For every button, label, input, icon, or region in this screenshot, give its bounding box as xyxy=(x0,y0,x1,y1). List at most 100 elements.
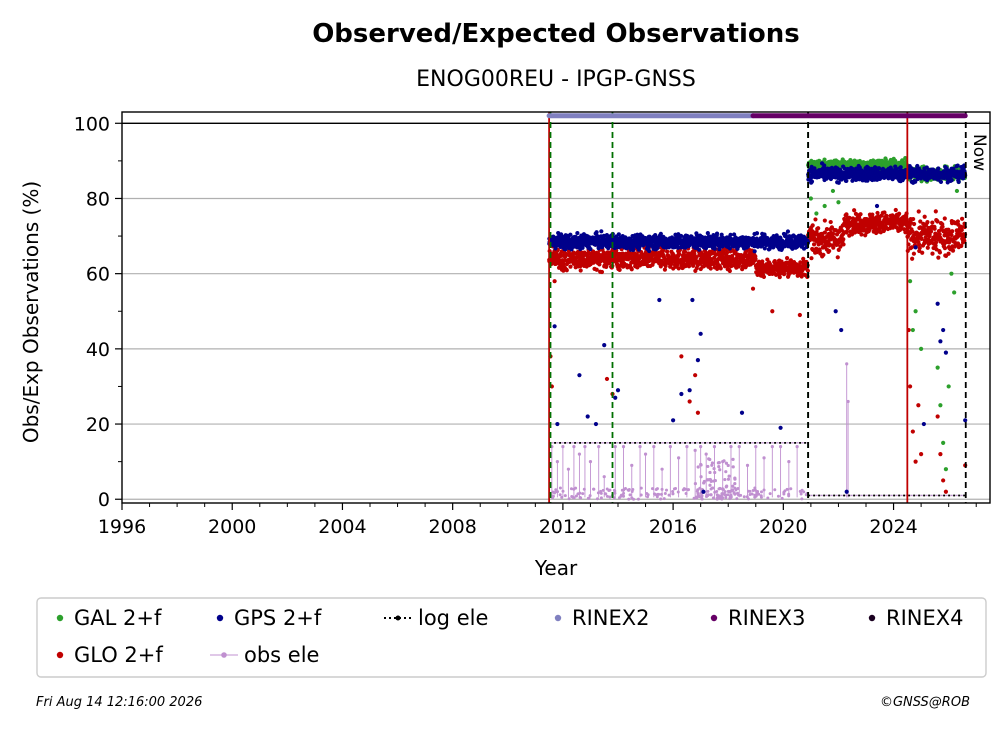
gal-2-fpoint xyxy=(822,157,827,162)
obs-ele-point xyxy=(718,486,722,491)
gal-2-foutlier xyxy=(943,467,949,472)
gps-2-fpoint xyxy=(754,231,760,236)
legend-item: log ele xyxy=(384,606,488,630)
glo-2-fpoint xyxy=(942,246,948,251)
obs-ele-point xyxy=(695,496,699,500)
glo-2-fpoint xyxy=(810,223,815,228)
obs-ele-point xyxy=(753,493,757,497)
x-tick-label: 2024 xyxy=(869,516,917,538)
obs-ele-point xyxy=(699,475,703,479)
obs-ele-point xyxy=(660,467,664,471)
glo-2-fpoint xyxy=(922,214,927,219)
obs-ele-point xyxy=(699,445,703,449)
glo-2-fpoint xyxy=(564,268,569,273)
glo-2-fpoint xyxy=(908,220,914,225)
gps-2-fpoint xyxy=(685,233,690,239)
glo-2-fpoint xyxy=(950,229,955,234)
x-tick-label: 2016 xyxy=(649,516,697,538)
obs-ele-point xyxy=(663,491,667,495)
obs-ele-point xyxy=(558,486,562,490)
obs-ele-point xyxy=(601,488,605,492)
obs-ele-point xyxy=(560,495,564,499)
glo-2-fpoint xyxy=(962,238,967,243)
gps-2-foutlier xyxy=(913,245,918,250)
obs-ele-point xyxy=(569,487,573,491)
obs-ele-point xyxy=(795,445,799,449)
obs-ele-point xyxy=(603,492,607,496)
gps-2-foutlier xyxy=(874,203,880,209)
obs-ele-point xyxy=(724,496,728,500)
x-tick-label: 2008 xyxy=(428,516,476,538)
obs-ele-point xyxy=(566,467,571,471)
glo-2-fpoint xyxy=(925,245,930,250)
obs-ele-point xyxy=(551,494,555,498)
obs-ele-point xyxy=(711,496,716,500)
glo-2-fpoint xyxy=(822,218,827,223)
glo-2-fpoint xyxy=(936,255,941,260)
obs-ele-point xyxy=(804,493,808,497)
glo-2-foutlier xyxy=(919,452,924,457)
glo-2-fpoint xyxy=(798,260,803,265)
gps-2-fpoint xyxy=(866,166,871,171)
obs-ele-point xyxy=(728,496,732,501)
glo-2-foutlier xyxy=(907,384,913,389)
obs-ele-point xyxy=(754,445,758,449)
gps-2-fpoint xyxy=(752,249,757,254)
obs-ele-point xyxy=(718,496,722,500)
now-label: Now xyxy=(969,134,989,171)
gps-2-foutlier xyxy=(657,297,662,303)
legend-marker-dot xyxy=(395,615,401,621)
gal-2-foutlier xyxy=(822,203,827,209)
obs-ele-point xyxy=(737,445,741,449)
obs-ele-point xyxy=(605,494,609,498)
obs-ele-point xyxy=(692,496,696,500)
obs-ele-point xyxy=(724,461,729,465)
gps-2-fpoint xyxy=(955,163,960,168)
obs-ele-point xyxy=(726,477,731,481)
gps-2-fpoint xyxy=(956,179,961,184)
glo-2-fpoint xyxy=(858,212,863,217)
legend-label: RINEX2 xyxy=(572,606,650,630)
obs-ele-point xyxy=(717,464,721,469)
legend-item: RINEX4 xyxy=(868,606,964,630)
obs-ele-point xyxy=(684,492,688,496)
legend-marker xyxy=(216,614,224,622)
glo-2-fpoint xyxy=(916,209,921,214)
gal-2-foutlier xyxy=(808,196,813,201)
glo-2-fpoint xyxy=(761,274,767,279)
glo-2-fpoint xyxy=(831,245,836,250)
gps-2-foutlier xyxy=(690,297,695,303)
glo-2-fpoint xyxy=(784,255,790,261)
chart-title: Observed/Expected Observations xyxy=(312,19,800,49)
legend-marker xyxy=(868,614,876,622)
obs-ele-point xyxy=(717,461,721,465)
gps-2-fpoint xyxy=(588,246,593,252)
glo-2-fpoint xyxy=(949,232,954,238)
obs-ele-point xyxy=(612,488,616,492)
glo-2-fpoint xyxy=(910,256,915,261)
gps-2-foutlier xyxy=(679,391,684,397)
gps-2-foutlier xyxy=(687,388,692,393)
obs-ele-point xyxy=(628,493,632,497)
x-tick-label: 2000 xyxy=(208,516,256,538)
glo-2-fpoint xyxy=(927,232,932,237)
obs-ele-point xyxy=(745,463,750,468)
glo-2-fpoint xyxy=(811,242,817,247)
obs-ele-point xyxy=(563,494,567,498)
glo-2-foutlier xyxy=(750,286,756,291)
obs-ele-point xyxy=(725,484,729,488)
legend: GAL 2+f GPS 2+f log ele RINEX2 RINEX3 RINEX4G… xyxy=(36,597,987,678)
gal-2-foutlier xyxy=(830,188,836,194)
gps-2-fpoint xyxy=(809,179,815,184)
glo-2-fpoint xyxy=(959,224,964,230)
glo-2-fpoint xyxy=(835,255,840,260)
obs-ele-point xyxy=(687,488,691,492)
gps-2-fpoint xyxy=(705,231,710,236)
gps-2-foutlier xyxy=(701,489,706,494)
gal-2-fpoint xyxy=(903,156,908,161)
glo-2-fpoint xyxy=(597,262,602,267)
glo-2-fpoint xyxy=(568,264,573,269)
glo-2-fpoint xyxy=(847,215,852,221)
y-tick-label: 0 xyxy=(98,489,110,511)
legend-item: RINEX3 xyxy=(710,606,806,630)
